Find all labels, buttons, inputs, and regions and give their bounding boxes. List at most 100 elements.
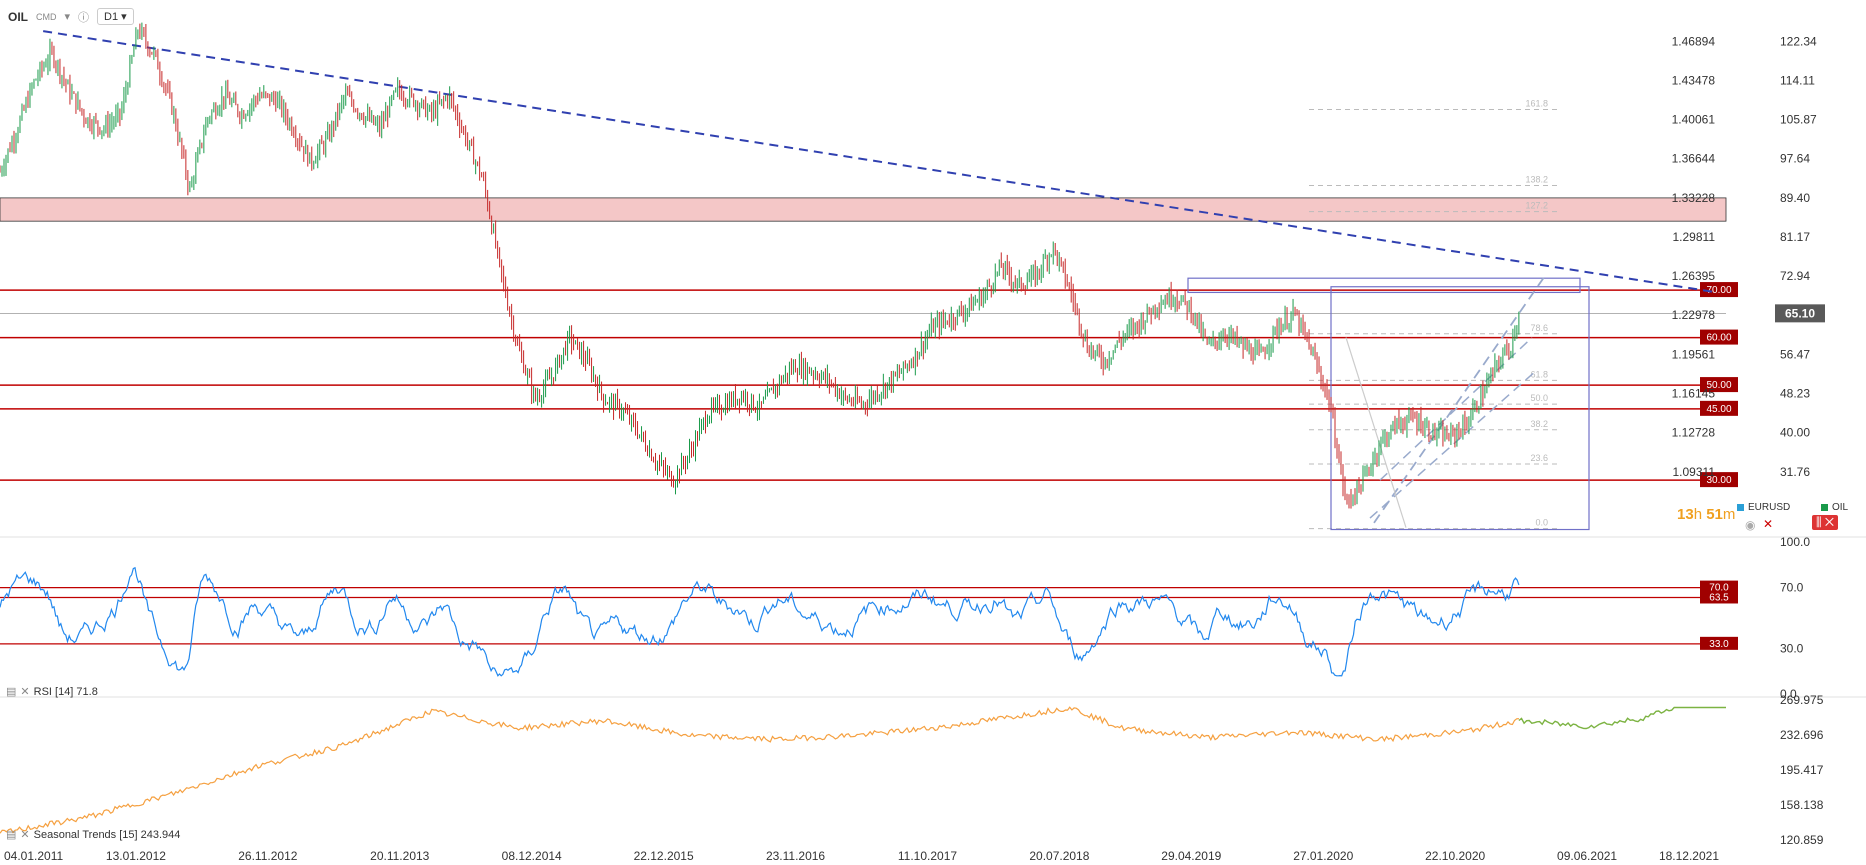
exchange-label: CMD	[36, 11, 57, 22]
rsi-tick-label: 0.0	[1780, 687, 1797, 701]
x-tick-label: 22.12.2015	[634, 849, 694, 863]
eurusd-tick-label: 1.33228	[1672, 191, 1716, 205]
price-tick-label: 114.11	[1780, 73, 1815, 87]
level-tag	[1700, 329, 1738, 345]
price-tick-label: 72.94	[1780, 269, 1810, 283]
current-price-value: 65.10	[1785, 306, 1815, 320]
current-price-tag	[1775, 304, 1825, 323]
rsi-level-tag	[1700, 590, 1738, 604]
channel-line	[1379, 337, 1533, 481]
trend-line	[42, 30, 1718, 294]
rsi-level-tag-label: 33.0	[1709, 639, 1729, 650]
fib-label: 78.6	[1530, 323, 1548, 333]
legend-oil[interactable]: OIL	[1821, 502, 1848, 513]
close-icon[interactable]: ✕	[1763, 517, 1774, 531]
channel-line	[1373, 275, 1546, 524]
rsi-tick-label: 30.0	[1780, 641, 1804, 655]
chart-toolbar: OIL CMD ▾ ⓘ D1 ▾	[8, 8, 134, 25]
rsi-level-tag	[1700, 636, 1738, 650]
level-tag-label: 30.00	[1706, 475, 1731, 486]
rsi-level-tag-label: 63.5	[1709, 592, 1729, 603]
seasonal-indicator-label[interactable]: ▤ ✕ Seasonal Trends [15] 243.944	[6, 828, 181, 842]
channel-line	[1369, 370, 1537, 519]
oil-swatch	[1821, 504, 1828, 511]
level-tag	[1700, 282, 1738, 298]
rsi-tick-label: 70.0	[1780, 581, 1804, 595]
timer-hours: 13	[1677, 506, 1694, 523]
rsi-level-tag	[1700, 580, 1738, 594]
candle-countdown: 13h 51m	[1677, 506, 1735, 523]
fib-label: 0.0	[1535, 518, 1548, 528]
eurusd-tick-label: 1.36644	[1672, 152, 1716, 166]
close-icon[interactable]: ✕	[20, 686, 30, 698]
price-tick-label: 89.40	[1780, 191, 1810, 205]
x-tick-label: 20.07.2018	[1029, 849, 1089, 863]
fib-label: 161.8	[1525, 99, 1548, 109]
eye-icon[interactable]: ◉	[1745, 518, 1756, 532]
x-tick-label: 20.11.2013	[370, 849, 429, 863]
fib-label: 50.0	[1530, 393, 1548, 403]
seasonal-tick-label: 232.696	[1780, 728, 1824, 742]
price-tick-label: 97.64	[1780, 152, 1810, 166]
seasonal-tick-label: 120.859	[1780, 833, 1824, 847]
eurusd-tick-label: 1.16145	[1672, 387, 1716, 401]
x-tick-label: 18.12.2021	[1659, 849, 1719, 863]
fib-label: 61.8	[1530, 369, 1548, 379]
eurusd-tick-label: 1.43478	[1672, 73, 1716, 87]
price-tick-label: 122.34	[1780, 34, 1817, 48]
fib-label: 127.2	[1525, 201, 1548, 211]
eurusd-tick-label: 1.09311	[1673, 465, 1716, 479]
timer-minutes: 51	[1706, 506, 1723, 523]
price-tick-label: 31.76	[1780, 465, 1810, 479]
seasonal-projection-line	[1518, 706, 1726, 730]
seasonal-tick-label: 269.975	[1780, 693, 1824, 707]
price-tick-label: 40.00	[1780, 426, 1810, 440]
eurusd-tick-label: 1.19561	[1672, 347, 1716, 361]
settings-icon[interactable]: ▤	[6, 686, 17, 698]
seasonal-label-text: Seasonal Trends [15] 243.944	[33, 828, 181, 841]
eurusd-tick-label: 1.22978	[1672, 308, 1716, 322]
x-tick-label: 09.06.2021	[1557, 849, 1617, 863]
rsi-indicator-label[interactable]: ▤ ✕ RSI [14] 71.8	[6, 685, 98, 699]
rsi-level-tag-label: 70.0	[1709, 583, 1729, 594]
fib-label: 23.6	[1530, 453, 1548, 463]
timeframe-value: D1	[104, 11, 119, 23]
candles-toggle-icon[interactable]: ⫼ ✕	[1812, 515, 1838, 530]
resistance-zone	[0, 197, 1727, 222]
level-tag-label: 45.00	[1706, 404, 1731, 415]
x-tick-label: 08.12.2014	[502, 849, 562, 863]
eurusd-tick-label: 1.26395	[1672, 269, 1716, 283]
chevron-down-icon[interactable]: ▾	[64, 11, 71, 23]
eurusd-tick-label: 1.12728	[1672, 426, 1716, 440]
seasonal-tick-label: 195.417	[1780, 763, 1824, 777]
x-tick-label: 04.01.2011	[4, 849, 63, 863]
symbol-label[interactable]: OIL	[8, 9, 28, 24]
timeframe-select[interactable]: D1 ▾	[97, 8, 134, 25]
eurusd-swatch	[1737, 504, 1744, 511]
legend-oil-label: OIL	[1832, 502, 1849, 513]
x-tick-label: 22.10.2020	[1425, 849, 1485, 863]
price-tick-label: 56.47	[1780, 347, 1810, 361]
eurusd-tick-label: 1.40061	[1672, 113, 1716, 127]
info-icon[interactable]: ⓘ	[78, 11, 90, 24]
x-tick-label: 23.11.2016	[766, 849, 825, 863]
legend-eurusd[interactable]: EURUSD	[1737, 502, 1790, 513]
rsi-label-text: RSI [14] 71.8	[33, 685, 98, 698]
level-tag-label: 50.00	[1706, 380, 1731, 391]
timer-h-unit: h	[1693, 506, 1703, 523]
level-tag-label: 70.00	[1706, 285, 1731, 296]
timer-m-unit: m	[1722, 506, 1736, 523]
eurusd-tick-label: 1.46894	[1672, 34, 1716, 48]
x-tick-label: 27.01.2020	[1293, 849, 1353, 863]
seasonal-tick-label: 158.138	[1780, 798, 1824, 812]
settings-icon[interactable]: ▤	[6, 829, 17, 841]
axis-background	[1726, 0, 1866, 865]
close-icon[interactable]: ✕	[20, 829, 30, 841]
rsi-tick-label: 100.0	[1780, 535, 1810, 549]
level-tag	[1700, 400, 1738, 416]
price-tick-label: 81.17	[1780, 230, 1810, 244]
level-tag	[1700, 377, 1738, 393]
projection-line	[1345, 337, 1407, 528]
x-tick-label: 29.04.2019	[1161, 849, 1221, 863]
